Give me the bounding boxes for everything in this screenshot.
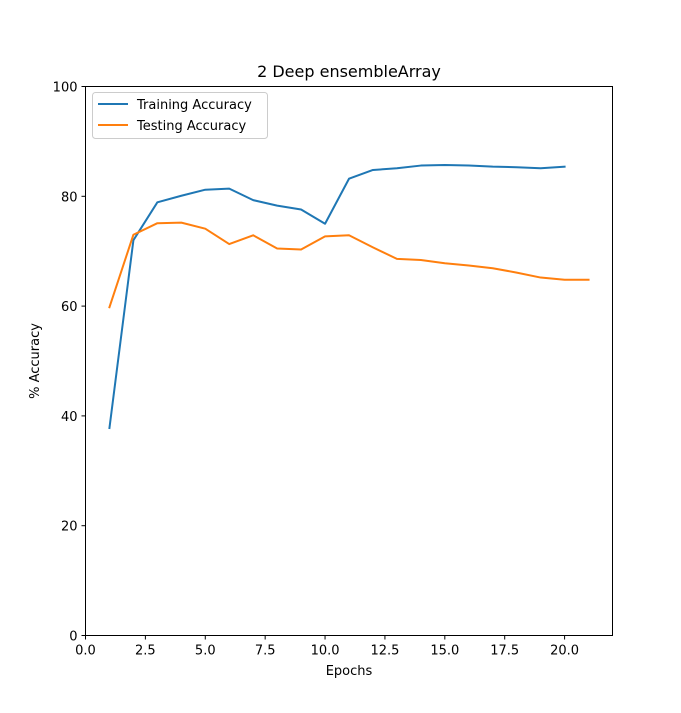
y-tick-label: 40 [61, 410, 78, 425]
y-axis-ticks: 0 20 40 60 80 100 [53, 81, 86, 645]
y-axis-label: % Accuracy [28, 323, 43, 399]
x-axis-ticks: 0.0 2.5 5.0 7.5 10.0 12.5 15.0 17.5 20.0 [75, 635, 579, 659]
plot-area-frame [85, 86, 613, 636]
y-tick-label: 0 [69, 630, 77, 645]
legend: Training Accuracy Testing Accuracy [92, 92, 268, 139]
series-line-training [108, 164, 566, 430]
x-tick-label: 10.0 [311, 644, 340, 659]
x-tick-label: 0.0 [75, 644, 96, 659]
y-tick-label: 60 [61, 300, 78, 315]
legend-label-testing: Testing Accuracy [136, 119, 246, 134]
legend-label-training: Training Accuracy [136, 98, 252, 113]
x-tick-label: 20.0 [550, 644, 579, 659]
series-line-testing [108, 221, 590, 309]
chart-title: 2 Deep ensembleArray [257, 62, 441, 81]
y-tick-label: 80 [61, 190, 78, 205]
y-tick-label: 100 [53, 81, 78, 96]
x-tick-label: 15.0 [430, 644, 459, 659]
x-tick-label: 17.5 [490, 644, 519, 659]
x-axis-label: Epochs [326, 664, 373, 679]
x-tick-label: 5.0 [195, 644, 216, 659]
x-tick-label: 2.5 [135, 644, 156, 659]
y-tick-label: 20 [61, 520, 78, 535]
x-tick-label: 12.5 [370, 644, 399, 659]
x-tick-label: 7.5 [255, 644, 276, 659]
series-lines [108, 164, 590, 430]
legend-box [92, 92, 268, 139]
